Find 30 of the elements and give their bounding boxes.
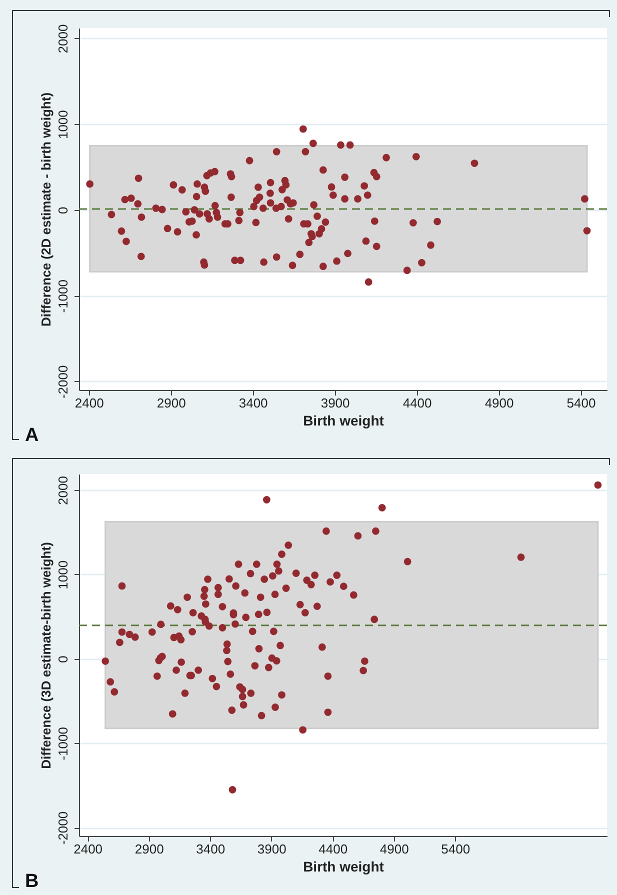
x-tick-label: 2900	[134, 842, 164, 856]
y-tick-label: 2000	[56, 476, 70, 505]
y-tick-label: 1000	[56, 560, 70, 590]
x-tick-label: 3400	[238, 396, 268, 410]
x-tick-label: 3400	[196, 842, 226, 856]
y-tick-label: -2000	[56, 811, 70, 845]
x-tick-label: 4400	[402, 396, 432, 410]
y-tick-label: 2000	[56, 24, 70, 54]
x-tick-label: 4900	[484, 396, 514, 410]
x-tick-label: 4400	[318, 842, 348, 856]
x-tick-label: 5400	[441, 842, 470, 856]
x-tick-label: 3900	[320, 396, 350, 410]
x-tick-label: 4900	[380, 842, 409, 856]
y-tick-label: -1000	[56, 727, 70, 760]
x-tick-label: 2900	[156, 396, 186, 410]
text: A	[25, 425, 39, 446]
y-tick-label: -2000	[56, 365, 70, 399]
y-tick-label: -1000	[56, 280, 70, 313]
y-tick-label: 1000	[56, 110, 70, 140]
x-axis-title: Birth weight	[303, 412, 384, 428]
y-axis-title: Difference (3D estimate-birth weight)	[38, 542, 54, 769]
y-tick-label: 0	[56, 656, 70, 663]
x-tick-label: 5400	[566, 396, 596, 410]
x-tick-label: 2400	[74, 842, 103, 856]
y-axis-title: Difference (2D estimate - birth weight)	[38, 92, 54, 327]
y-tick-label: 0	[56, 206, 70, 214]
x-tick-label: 2400	[74, 396, 104, 410]
x-tick-label: 3900	[257, 842, 286, 856]
text: B	[25, 871, 39, 892]
x-axis-title: Birth weight	[303, 858, 384, 874]
